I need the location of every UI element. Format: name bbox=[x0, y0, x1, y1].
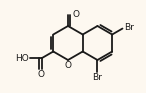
Text: O: O bbox=[65, 61, 72, 70]
Text: Br: Br bbox=[93, 73, 102, 82]
Text: O: O bbox=[73, 9, 80, 19]
Text: O: O bbox=[37, 70, 44, 79]
Text: HO: HO bbox=[15, 54, 29, 63]
Text: Br: Br bbox=[125, 23, 134, 32]
